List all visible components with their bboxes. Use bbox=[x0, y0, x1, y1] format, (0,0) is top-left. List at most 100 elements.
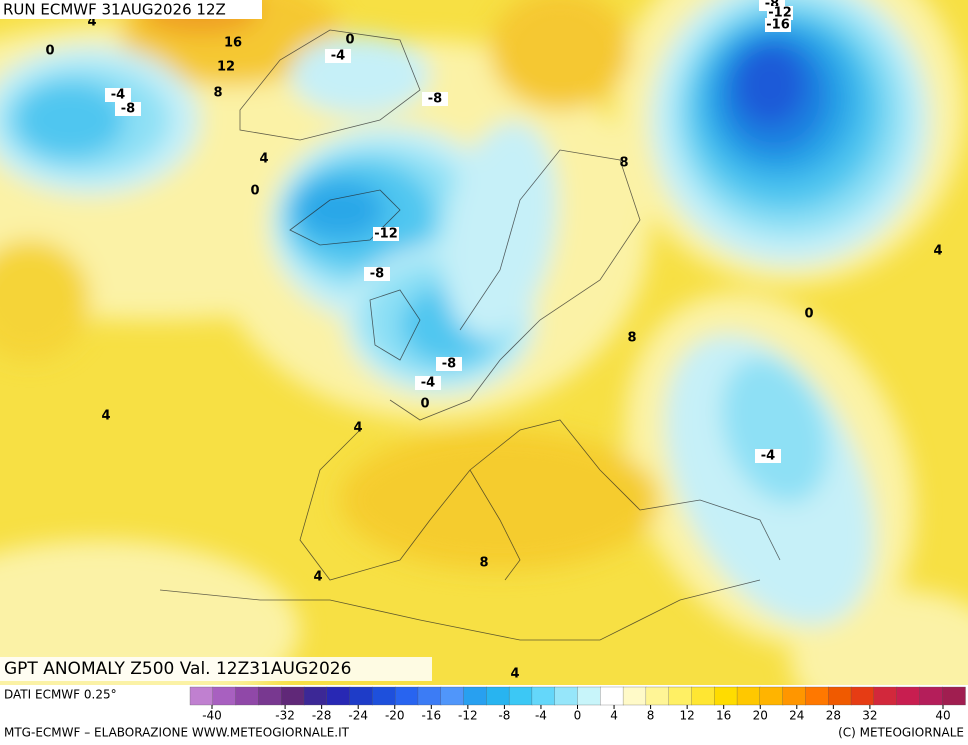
colorbar-tick-label: 8 bbox=[647, 709, 655, 723]
contour-label: 16 bbox=[224, 36, 242, 51]
colorbar-tick-label: 0 bbox=[574, 709, 582, 723]
contour-label: 8 bbox=[627, 331, 636, 346]
contour-label: -4 bbox=[111, 88, 125, 103]
contour-label: -16 bbox=[766, 18, 790, 33]
colorbar-box bbox=[281, 686, 305, 706]
contour-label: 0 bbox=[804, 307, 813, 322]
colorbar-box bbox=[235, 686, 260, 706]
map-field: 0-41612840-4-840-8-12-88-8-12-16408-8-40… bbox=[0, 0, 968, 685]
colorbar-box bbox=[919, 686, 943, 706]
field-blob bbox=[15, 82, 125, 158]
contour-label: 8 bbox=[479, 556, 488, 571]
contour-label: -8 bbox=[370, 267, 384, 282]
colorbar-box bbox=[326, 686, 351, 706]
contour-label: -8 bbox=[765, 0, 779, 12]
contour-label: 4 bbox=[510, 667, 519, 682]
colorbar-box bbox=[896, 686, 921, 706]
contour-label: -12 bbox=[768, 6, 792, 21]
colorbar-box bbox=[508, 686, 533, 706]
contour-label: 0 bbox=[250, 184, 259, 199]
field-blob bbox=[0, 240, 90, 360]
label-box bbox=[325, 49, 351, 63]
colorbar-tick-label: -24 bbox=[348, 709, 368, 723]
colorbar-box bbox=[873, 686, 898, 706]
colorbar-tick-label: -16 bbox=[421, 709, 441, 723]
colorbar-box bbox=[622, 686, 647, 706]
contour-label: 4 bbox=[353, 421, 362, 436]
run-header: RUN ECMWF 31AUG2026 12Z bbox=[3, 1, 226, 19]
footer-left: MTG-ECMWF – ELABORAZIONE WWW.METEOGIORNA… bbox=[4, 726, 350, 740]
field-blob bbox=[735, 45, 805, 125]
colorbar-tick-label: 12 bbox=[680, 709, 695, 723]
colorbar-box bbox=[212, 686, 237, 706]
footer-right: (C) METEOGIORNALE bbox=[838, 726, 964, 740]
label-box bbox=[364, 267, 390, 281]
field-blob bbox=[340, 430, 660, 570]
label-box bbox=[436, 357, 462, 371]
colorbar-box bbox=[942, 686, 966, 706]
contour-label: -4 bbox=[421, 376, 435, 391]
field-blob bbox=[290, 35, 430, 115]
field-blob bbox=[721, 357, 829, 503]
colorbar-tick-label: 16 bbox=[716, 709, 731, 723]
colorbar-box bbox=[486, 686, 510, 706]
colorbar-box bbox=[303, 686, 328, 706]
colorbar-box bbox=[577, 686, 601, 706]
colorbar-box bbox=[554, 686, 579, 706]
contour-label: 0 bbox=[345, 33, 354, 48]
contour-label: 4 bbox=[933, 244, 942, 259]
label-box bbox=[415, 376, 441, 390]
colorbar-tick-label: -32 bbox=[275, 709, 295, 723]
contour-label: -4 bbox=[331, 49, 345, 64]
colorbar-box bbox=[828, 686, 852, 706]
colorbar-tick-label: -4 bbox=[535, 709, 547, 723]
colorbar-box bbox=[691, 686, 715, 706]
colorbar-box bbox=[736, 686, 761, 706]
colorbar-box bbox=[189, 686, 214, 706]
colorbar-box bbox=[645, 686, 670, 706]
contour-label: 8 bbox=[213, 86, 222, 101]
contour-label: -8 bbox=[442, 357, 456, 372]
colorbar-box bbox=[349, 686, 374, 706]
label-box bbox=[759, 0, 785, 11]
colorbar-tick-label: 32 bbox=[862, 709, 877, 723]
field-blob bbox=[490, 0, 630, 110]
field-blob bbox=[0, 540, 300, 685]
contour-label: 4 bbox=[259, 152, 268, 167]
colorbar-tick-label: -28 bbox=[312, 709, 332, 723]
contour-label: 0 bbox=[45, 44, 54, 59]
colorbar-tick-label: -40 bbox=[202, 709, 222, 723]
label-box bbox=[373, 227, 399, 241]
colorbar-box bbox=[463, 686, 487, 706]
colorbar-box bbox=[258, 686, 282, 706]
contour-label: 0 bbox=[420, 397, 429, 412]
colorbar-box bbox=[600, 686, 624, 706]
colorbar: -40 -32 -28 -24 -20 -16 -12 -8 -4 0 4 8 12 16 20 24 28 32… bbox=[189, 686, 966, 723]
contour-label: -8 bbox=[428, 92, 442, 107]
label-box bbox=[767, 6, 793, 20]
contour-label: 4 bbox=[101, 409, 110, 424]
colorbar-tick-label: 4 bbox=[610, 709, 618, 723]
colorbar-tick-label: 20 bbox=[753, 709, 768, 723]
field-blob bbox=[295, 180, 385, 240]
colorbar-tick-label: 40 bbox=[935, 709, 950, 723]
colorbar-tick-label: 28 bbox=[826, 709, 841, 723]
colorbar-box bbox=[759, 686, 784, 706]
colorbar-box bbox=[531, 686, 556, 706]
contour-label: 12 bbox=[217, 60, 235, 75]
contour-label: 4 bbox=[313, 570, 322, 585]
colorbar-box bbox=[394, 686, 419, 706]
contour-label: -8 bbox=[121, 102, 135, 117]
label-box bbox=[115, 102, 141, 116]
colorbar-tick-label: -20 bbox=[385, 709, 405, 723]
colorbar-box bbox=[805, 686, 829, 706]
colorbar-box bbox=[668, 686, 693, 706]
colorbar-tick-label: -8 bbox=[498, 709, 510, 723]
colorbar-tick-label: -12 bbox=[458, 709, 478, 723]
contour-label: -12 bbox=[374, 227, 398, 242]
colorbar-box bbox=[440, 686, 465, 706]
label-box bbox=[755, 449, 781, 463]
colorbar-tick-label: 24 bbox=[789, 709, 804, 723]
contour-label: 8 bbox=[619, 156, 628, 171]
